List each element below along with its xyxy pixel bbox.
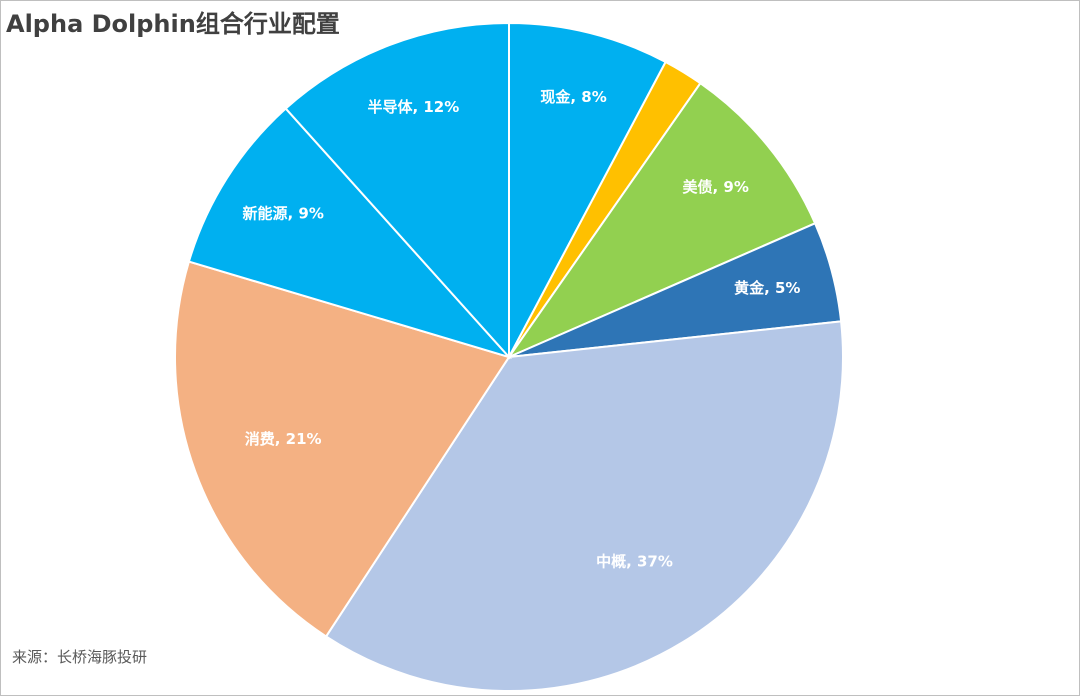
data-label: 半导体, 12% [367, 98, 459, 116]
pie-slice [324, 320, 844, 692]
data-label: 消费, 21% [245, 430, 322, 448]
pie-slice [506, 81, 817, 360]
data-label: 黄金, 5% [734, 279, 800, 297]
pie-slice [174, 260, 511, 638]
source-note: 来源：长桥海豚投研 [12, 648, 147, 666]
data-label: 现金, 8% [540, 88, 606, 106]
data-label: 美债, 9% [683, 178, 749, 196]
pie-slice [508, 21, 667, 358]
pie-slice [284, 21, 510, 360]
chart-title: Alpha Dolphin组合行业配置 [6, 10, 340, 38]
data-label: 新能源, 9% [243, 205, 324, 223]
data-label: 中概, 37% [596, 553, 673, 571]
pie-slice [187, 107, 513, 359]
